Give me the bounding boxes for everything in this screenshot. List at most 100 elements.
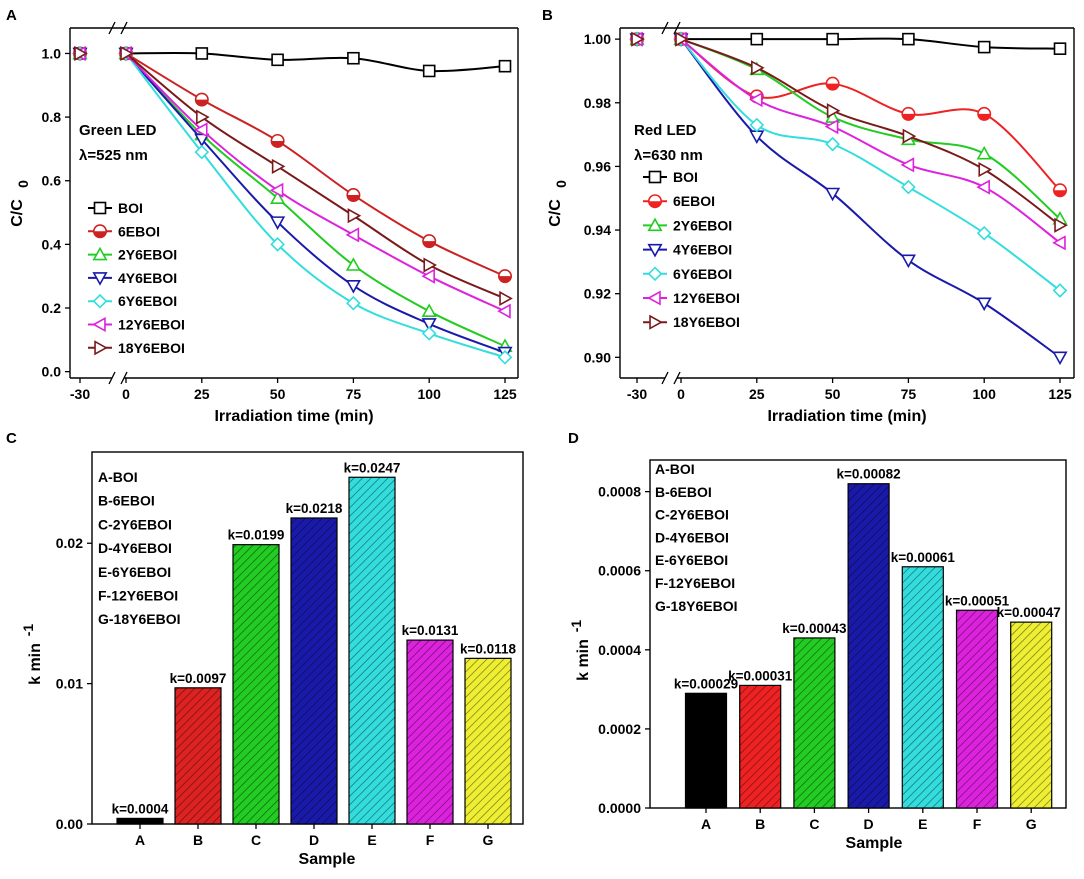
- legend-marker: [647, 290, 661, 306]
- y-tick-label: 0.8: [42, 109, 62, 125]
- bar-A: [116, 817, 164, 825]
- y-tick-label: 0.2: [42, 300, 62, 316]
- data-point-6Y6EBOI: [346, 295, 361, 311]
- bar-hatch-B: [739, 685, 781, 808]
- data-point-6Y6EBOI: [497, 349, 513, 365]
- legend-marker: [93, 201, 107, 215]
- data-point-BOI: [347, 51, 360, 65]
- legend-item: B-6EBOI: [98, 493, 155, 509]
- data-point-BOI: [977, 40, 991, 54]
- data-point-6Y6EBOI: [749, 117, 765, 133]
- data-point-18Y6EBOI: [74, 45, 88, 62]
- panel-label: B: [542, 7, 553, 24]
- data-point-12Y6EBOI: [269, 182, 284, 198]
- y-tick-label: 0.0008: [598, 484, 641, 500]
- legend-marker: [92, 316, 106, 333]
- legend-item: G-18Y6EBOI: [98, 611, 180, 627]
- y-tick-label: 0.02: [56, 535, 83, 551]
- y-axis-title-main: k min: [575, 639, 592, 681]
- data-point-12Y6EBOI: [1052, 235, 1066, 251]
- legend-entry-4Y6EBOI: 4Y6EBOI: [643, 242, 732, 258]
- data-point-6EBOI-fill: [1053, 190, 1067, 197]
- x-axis-title: Irradiation time (min): [767, 408, 926, 425]
- axis-break-mark: [120, 371, 128, 385]
- data-label-F: k=0.0131: [402, 623, 459, 638]
- legend-entry-4Y6EBOI: 4Y6EBOI: [88, 270, 177, 286]
- data-label-D: k=0.00082: [836, 467, 900, 482]
- y-tick-label: 0.96: [584, 158, 611, 174]
- axis-break-mark: [673, 21, 681, 35]
- data-point-12Y6EBOI: [976, 179, 990, 195]
- series-line-18Y6EBOI: [125, 52, 506, 300]
- legend-label: 18Y6EBOI: [118, 340, 185, 356]
- bar-hatch-C: [793, 637, 835, 808]
- legend-label: 6EBOI: [673, 193, 715, 209]
- data-label-A: k=0.0004: [112, 801, 169, 816]
- category-label: B: [755, 816, 765, 832]
- legend-entry-12Y6EBOI: 12Y6EBOI: [643, 290, 740, 306]
- data-point-BOI: [498, 59, 512, 73]
- y-axis-title-superscript: -1: [20, 624, 36, 637]
- legend-marker: [92, 293, 108, 309]
- data-label-B: k=0.0097: [170, 671, 227, 686]
- data-point-18Y6EBOI: [196, 109, 210, 125]
- legend-label: 2Y6EBOI: [118, 247, 177, 263]
- legend-label: 6Y6EBOI: [673, 266, 732, 282]
- data-point-6EBOI-fill: [195, 99, 208, 106]
- data-point-BOI: [826, 32, 839, 46]
- data-point-18Y6EBOI: [1054, 217, 1068, 233]
- legend-label: 2Y6EBOI: [673, 217, 732, 233]
- data-label-G: k=0.00047: [997, 605, 1061, 620]
- series-line-4Y6EBOI: [125, 52, 506, 354]
- y-tick-label: 0.98: [584, 95, 611, 111]
- legend-entry-18Y6EBOI: 18Y6EBOI: [88, 340, 185, 356]
- data-point-4Y6EBOI: [1052, 351, 1068, 366]
- series-6Y6EBOI: [72, 46, 513, 365]
- data-point-18Y6EBOI: [499, 290, 513, 307]
- panel-c-bar-chart: C 0.00 0.01 0.02 Ak=0.0004 Bk=0.0097 Ck=0.0199…: [6, 430, 524, 868]
- panel-b-line-chart: B 0.90 0.92 0.94 0.96 0.98 1.00 -30 0 25 50 75 100 12…: [542, 7, 1075, 425]
- y-tick-label: 0.6: [42, 173, 62, 189]
- category-label: C: [809, 816, 819, 832]
- bar-hatch-G: [465, 658, 511, 824]
- data-point-2Y6EBOI: [345, 257, 361, 271]
- y-axis-title-main: C/C: [547, 199, 564, 227]
- legend-entry-6EBOI: 6EBOI: [88, 223, 160, 239]
- data-point-4Y6EBOI: [270, 216, 286, 230]
- panel-label: D: [568, 430, 579, 447]
- legend-entry-6Y6EBOI: 6Y6EBOI: [88, 293, 177, 309]
- data-point-12Y6EBOI: [900, 157, 915, 173]
- data-point-18Y6EBOI: [751, 60, 765, 76]
- data-point-6EBOI-fill: [978, 113, 991, 121]
- legend-label: 18Y6EBOI: [673, 314, 740, 330]
- y-axis-title: k min -1: [568, 620, 592, 681]
- bar-hatch-C: [233, 544, 279, 824]
- data-point-4Y6EBOI: [345, 279, 361, 294]
- y-axis-title-superscript: -1: [568, 620, 584, 633]
- legend-label: 6Y6EBOI: [118, 293, 177, 309]
- y-tick-label: 1.0: [42, 45, 62, 61]
- x-axis-title: Irradiation time (min): [214, 408, 373, 425]
- series-line-6EBOI: [680, 38, 1061, 191]
- category-label: E: [367, 832, 376, 848]
- category-label: E: [918, 816, 927, 832]
- x-tick-label: 75: [901, 386, 917, 402]
- legend-label: 4Y6EBOI: [118, 270, 177, 286]
- data-point-18Y6EBOI: [271, 158, 286, 174]
- legend-marker-fill: [93, 231, 107, 238]
- legend-label: 6EBOI: [118, 223, 160, 239]
- data-label-F: k=0.00051: [945, 593, 1010, 608]
- y-axis-title-subscript: 0: [15, 180, 31, 188]
- axis-break-mark: [108, 371, 116, 385]
- category-label: B: [193, 832, 203, 848]
- y-tick-label: 0.0006: [598, 563, 641, 579]
- legend-marker: [92, 246, 108, 261]
- data-label-G: k=0.0118: [460, 641, 516, 656]
- series-line-6Y6EBOI: [680, 38, 1061, 292]
- legend-marker: [92, 272, 108, 286]
- y-tick-label: 0.90: [584, 349, 611, 365]
- data-point-4Y6EBOI: [900, 254, 916, 269]
- data-label-E: k=0.0247: [344, 460, 401, 475]
- panel-label: C: [6, 430, 17, 447]
- light-annotation: λ=525 nm: [79, 147, 148, 164]
